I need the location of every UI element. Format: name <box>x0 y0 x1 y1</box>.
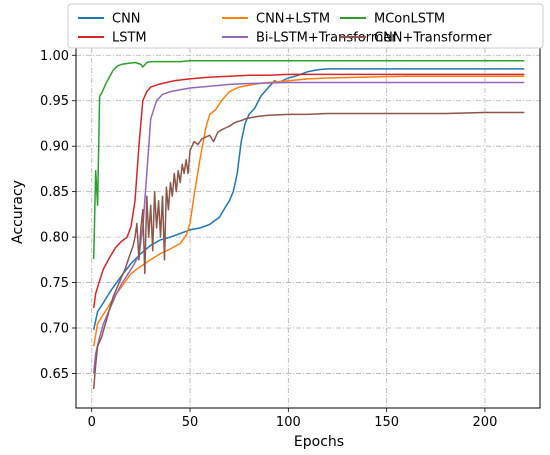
x-tick-label: 50 <box>182 415 199 430</box>
series-line-mconlstm <box>92 59 525 259</box>
x-tick-label: 200 <box>473 415 498 430</box>
y-tick-label: 0.75 <box>40 276 69 291</box>
x-tick-label: 150 <box>374 415 399 430</box>
y-tick-label: 0.65 <box>40 367 69 382</box>
y-tick-label: 0.95 <box>40 94 69 109</box>
y-axis-label: Accuracy <box>10 180 26 244</box>
y-tick-label: 1.00 <box>40 49 69 64</box>
x-axis-label: Epochs <box>294 434 344 450</box>
y-tick-label: 0.90 <box>40 140 69 155</box>
series-line-cnn <box>92 68 525 330</box>
legend-entry: CNN <box>112 12 141 27</box>
x-tick-label: 0 <box>88 415 96 430</box>
series-line-cnn-lstm <box>92 75 525 347</box>
legend-entry: LSTM <box>112 31 147 46</box>
y-tick-label: 0.80 <box>40 231 69 246</box>
legend-entry: CNN+Transformer <box>374 31 492 46</box>
series-line-lstm <box>92 73 525 309</box>
legend: CNN CNN+LSTM MConLSTM LSTM Bi-LSTM+Transform… <box>67 3 544 49</box>
series-lines <box>92 59 525 389</box>
x-tick-label: 100 <box>276 415 301 430</box>
legend-entry: CNN+LSTM <box>256 12 330 27</box>
legend-box <box>67 3 544 49</box>
legend-entry: MConLSTM <box>374 12 445 27</box>
series-line-cnn-transformer <box>92 111 525 389</box>
y-tick-label: 0.70 <box>40 322 69 337</box>
y-tick-label: 0.85 <box>40 185 69 200</box>
legend-entry: Bi-LSTM+Transformer <box>256 31 397 46</box>
y-axis-ticks: 0.65 0.70 0.75 0.80 0.85 0.90 0.95 1.00 <box>40 49 76 382</box>
x-axis-ticks: 0 50 100 150 200 <box>88 408 498 430</box>
